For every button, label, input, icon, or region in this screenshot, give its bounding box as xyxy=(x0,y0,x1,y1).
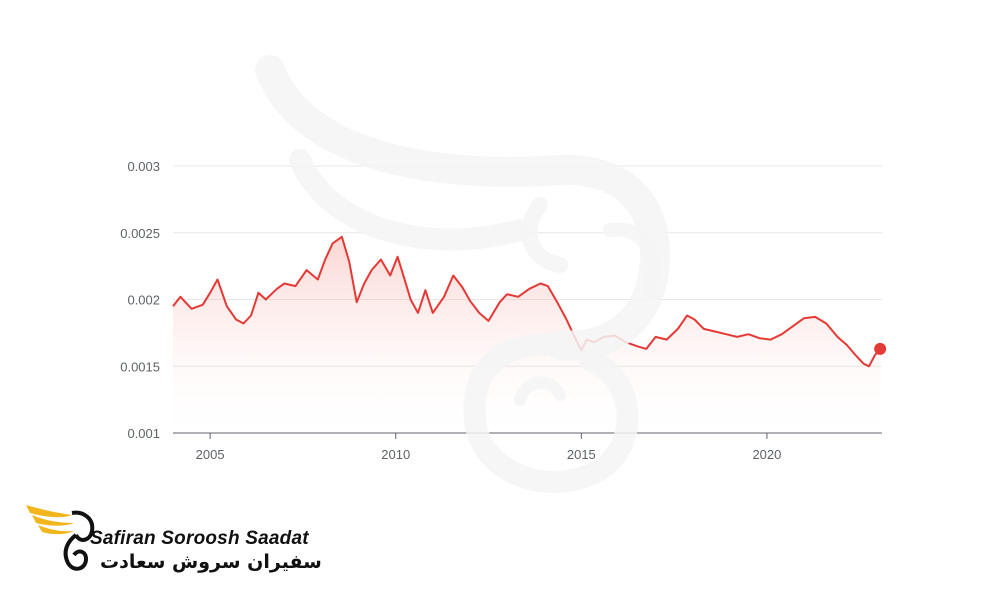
series-line xyxy=(172,235,881,368)
x-tick-label: 2015 xyxy=(567,447,596,462)
y-axis-ticks: 0.001 0.0015 0.002 0.0025 0.003 xyxy=(120,159,160,441)
x-tick-label: 2005 xyxy=(196,447,225,462)
x-axis-ticks: 2005 2010 2015 2020 xyxy=(196,433,781,462)
y-tick-label: 0.003 xyxy=(127,159,160,174)
swan-wing-icon xyxy=(26,505,95,571)
y-tick-label: 0.001 xyxy=(127,426,160,441)
x-tick-label: 2010 xyxy=(381,447,410,462)
brand-name-persian: سفیران سروش سعادت xyxy=(100,551,322,573)
y-tick-label: 0.0015 xyxy=(120,359,160,374)
series-area xyxy=(173,236,881,433)
watermark-bird-logo xyxy=(255,55,671,493)
brand-name-english: Safiran Soroosh Saadat xyxy=(90,528,309,549)
y-tick-label: 0.0025 xyxy=(120,226,160,241)
brand-logo: Safiran Soroosh Saadat سفیران سروش سعادت xyxy=(22,495,322,585)
y-tick-label: 0.002 xyxy=(127,293,160,308)
latest-value-marker[interactable] xyxy=(874,342,887,355)
x-tick-label: 2020 xyxy=(752,447,781,462)
